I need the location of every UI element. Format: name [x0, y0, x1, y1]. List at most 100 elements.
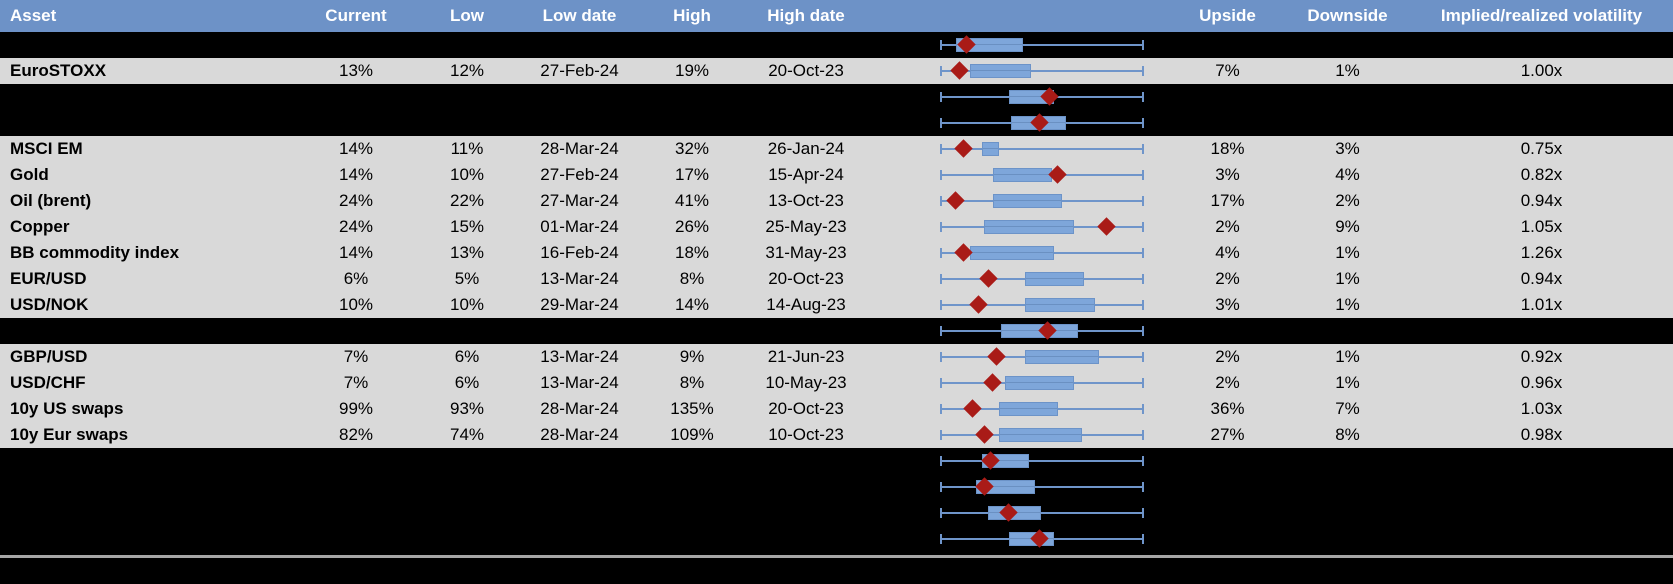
cell-high[interactable]: 19%: [674, 61, 710, 80]
header-cell-low_date[interactable]: Low date: [542, 6, 617, 25]
cell-asset[interactable]: Gold: [10, 165, 49, 184]
cell-downside[interactable]: 1%: [1335, 243, 1360, 262]
cell-downside[interactable]: 8%: [1335, 425, 1360, 444]
cell-high[interactable]: 14%: [674, 295, 710, 314]
cell-upside[interactable]: 36%: [1210, 399, 1245, 418]
cell-low_date[interactable]: 29-Mar-24: [540, 295, 619, 314]
cell-low[interactable]: 10%: [449, 295, 485, 314]
cell-ivol[interactable]: 0.75x: [1520, 139, 1563, 158]
cell-upside[interactable]: 18%: [1210, 139, 1245, 158]
cell-high_date[interactable]: 25-May-23: [765, 217, 847, 236]
cell-high_date[interactable]: 14-Aug-23: [766, 295, 846, 314]
cell-low[interactable]: 5%: [454, 269, 480, 288]
cell-current[interactable]: 7%: [343, 347, 369, 366]
cell-ivol[interactable]: 0.94x: [1520, 191, 1563, 210]
cell-downside[interactable]: 1%: [1335, 373, 1360, 392]
cell-current[interactable]: 10%: [338, 295, 374, 314]
cell-high_date[interactable]: 26-Jan-24: [767, 139, 845, 158]
cell-upside[interactable]: 3%: [1215, 165, 1240, 184]
cell-low_date[interactable]: 13-Mar-24: [540, 347, 619, 366]
header-cell-high[interactable]: High: [673, 6, 711, 25]
cell-current[interactable]: 99%: [338, 399, 374, 418]
cell-high_date[interactable]: 20-Oct-23: [768, 399, 844, 418]
cell-upside[interactable]: 3%: [1215, 295, 1240, 314]
cell-high[interactable]: 32%: [674, 139, 710, 158]
cell-current[interactable]: 14%: [338, 139, 374, 158]
cell-ivol[interactable]: 0.94x: [1520, 269, 1563, 288]
cell-high[interactable]: 17%: [674, 165, 710, 184]
cell-asset[interactable]: USD/CHF: [10, 373, 86, 392]
cell-ivol[interactable]: 0.92x: [1520, 347, 1563, 366]
cell-current[interactable]: 24%: [338, 191, 374, 210]
cell-low_date[interactable]: 27-Feb-24: [540, 61, 619, 80]
cell-upside[interactable]: 17%: [1210, 191, 1245, 210]
cell-high_date[interactable]: 31-May-23: [765, 243, 847, 262]
cell-asset[interactable]: BB commodity index: [10, 243, 180, 262]
cell-high[interactable]: 135%: [670, 399, 714, 418]
cell-current[interactable]: 14%: [338, 243, 374, 262]
cell-downside[interactable]: 1%: [1335, 269, 1360, 288]
cell-low_date[interactable]: 13-Mar-24: [540, 269, 619, 288]
cell-downside[interactable]: 7%: [1335, 399, 1360, 418]
cell-low[interactable]: 15%: [449, 217, 485, 236]
cell-upside[interactable]: 2%: [1215, 373, 1240, 392]
cell-asset[interactable]: Copper: [10, 217, 70, 236]
cell-downside[interactable]: 3%: [1335, 139, 1360, 158]
cell-low_date[interactable]: 28-Mar-24: [540, 425, 619, 444]
cell-asset[interactable]: EuroSTOXX: [10, 61, 107, 80]
cell-low[interactable]: 22%: [449, 191, 485, 210]
cell-downside[interactable]: 9%: [1335, 217, 1360, 236]
cell-low[interactable]: 10%: [449, 165, 485, 184]
cell-high[interactable]: 18%: [674, 243, 710, 262]
cell-ivol[interactable]: 1.03x: [1520, 399, 1563, 418]
cell-low_date[interactable]: 28-Mar-24: [540, 139, 619, 158]
cell-ivol[interactable]: 1.05x: [1520, 217, 1563, 236]
header-cell-upside[interactable]: Upside: [1199, 6, 1256, 25]
cell-current[interactable]: 82%: [338, 425, 374, 444]
cell-asset[interactable]: 10y Eur swaps: [10, 425, 129, 444]
cell-ivol[interactable]: 0.96x: [1520, 373, 1563, 392]
cell-current[interactable]: 6%: [343, 269, 369, 288]
cell-low[interactable]: 13%: [449, 243, 485, 262]
cell-low_date[interactable]: 01-Mar-24: [540, 217, 619, 236]
cell-upside[interactable]: 2%: [1215, 217, 1240, 236]
cell-high[interactable]: 109%: [670, 425, 714, 444]
cell-low[interactable]: 11%: [450, 139, 484, 158]
cell-upside[interactable]: 2%: [1215, 269, 1240, 288]
cell-current[interactable]: 13%: [338, 61, 374, 80]
cell-high[interactable]: 41%: [674, 191, 710, 210]
cell-low[interactable]: 74%: [449, 425, 485, 444]
cell-downside[interactable]: 4%: [1335, 165, 1360, 184]
cell-asset[interactable]: EUR/USD: [10, 269, 87, 288]
cell-low[interactable]: 6%: [454, 373, 480, 392]
cell-high[interactable]: 9%: [679, 347, 705, 366]
cell-ivol[interactable]: 1.01x: [1520, 295, 1563, 314]
cell-asset[interactable]: 10y US swaps: [10, 399, 124, 418]
cell-ivol[interactable]: 0.82x: [1520, 165, 1563, 184]
cell-high_date[interactable]: 13-Oct-23: [768, 191, 844, 210]
header-cell-downside[interactable]: Downside: [1307, 6, 1388, 25]
header-cell-asset[interactable]: Asset: [10, 6, 57, 25]
cell-low_date[interactable]: 28-Mar-24: [540, 399, 619, 418]
cell-current[interactable]: 7%: [343, 373, 369, 392]
cell-ivol[interactable]: 1.26x: [1520, 243, 1563, 262]
cell-high_date[interactable]: 15-Apr-24: [768, 165, 844, 184]
cell-high_date[interactable]: 20-Oct-23: [768, 269, 844, 288]
cell-upside[interactable]: 4%: [1215, 243, 1240, 262]
cell-low[interactable]: 6%: [454, 347, 480, 366]
cell-ivol[interactable]: 0.98x: [1520, 425, 1563, 444]
cell-downside[interactable]: 1%: [1335, 295, 1360, 314]
cell-high_date[interactable]: 21-Jun-23: [767, 347, 845, 366]
cell-low_date[interactable]: 27-Feb-24: [540, 165, 619, 184]
cell-low_date[interactable]: 27-Mar-24: [540, 191, 619, 210]
cell-downside[interactable]: 1%: [1335, 61, 1360, 80]
cell-current[interactable]: 14%: [338, 165, 374, 184]
cell-low[interactable]: 93%: [449, 399, 485, 418]
header-cell-ivol[interactable]: Implied/realized volatility: [1440, 6, 1643, 25]
cell-ivol[interactable]: 1.00x: [1520, 61, 1563, 80]
cell-asset[interactable]: MSCI EM: [10, 139, 83, 158]
cell-high_date[interactable]: 10-May-23: [765, 373, 847, 392]
cell-downside[interactable]: 2%: [1335, 191, 1360, 210]
cell-current[interactable]: 24%: [338, 217, 374, 236]
cell-high[interactable]: 26%: [674, 217, 710, 236]
